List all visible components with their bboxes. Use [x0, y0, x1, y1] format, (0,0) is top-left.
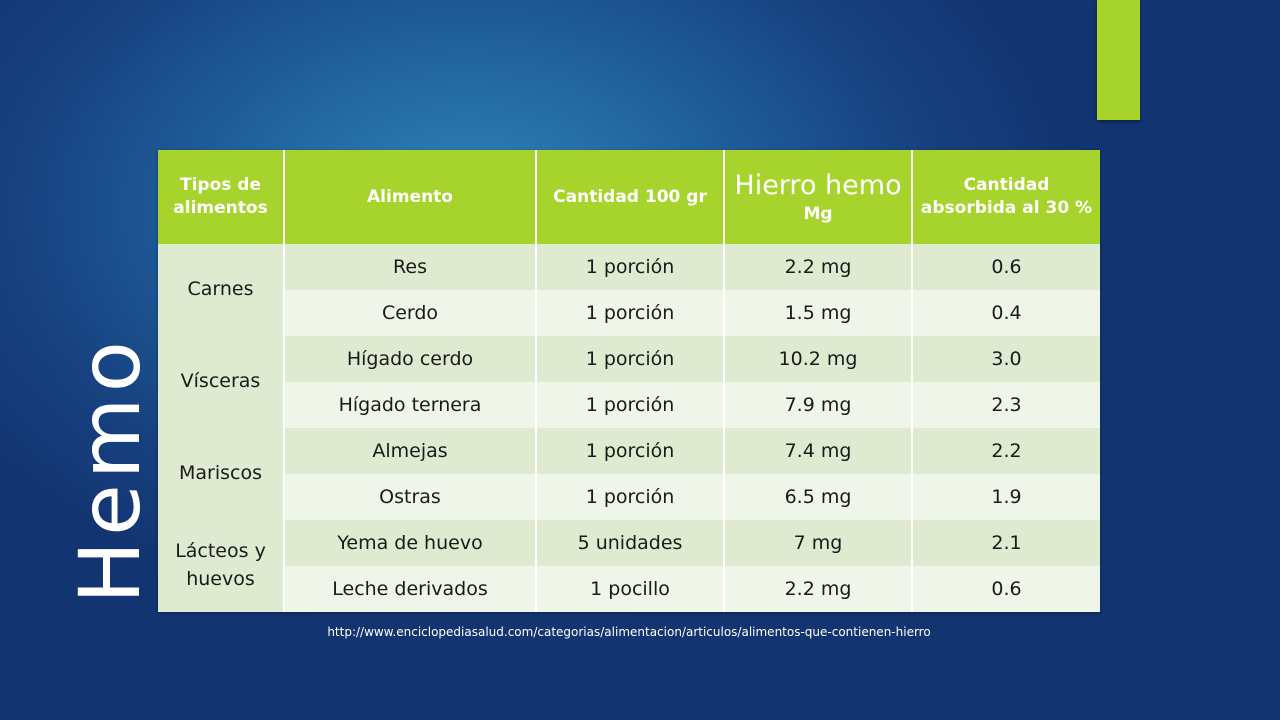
header-alimento: Alimento — [284, 150, 537, 244]
cell-hierro: 1.5 mg — [724, 290, 913, 336]
table-row: Vísceras Hígado cerdo 1 porción 10.2 mg … — [158, 336, 1100, 428]
group-cell: Carnes — [158, 244, 285, 336]
cell-cantidad: 1 pocillo — [536, 566, 725, 612]
cell-absorbida: 0.6 — [912, 566, 1100, 612]
header-absorbida: Cantidad absorbida al 30 % — [912, 150, 1100, 244]
header-cantidad: Cantidad 100 gr — [536, 150, 725, 244]
cell-alimento: Cerdo — [284, 290, 537, 336]
cell-absorbida: 2.1 — [912, 520, 1100, 566]
cell-hierro: 6.5 mg — [724, 474, 913, 520]
cell-absorbida: 0.4 — [912, 290, 1100, 336]
cell-absorbida: 3.0 — [912, 336, 1100, 382]
cell-alimento: Almejas — [284, 428, 537, 474]
table-row: Leche derivados 1 pocillo 2.2 mg 0.6 — [158, 566, 1100, 612]
cell-alimento: Leche derivados — [284, 566, 537, 612]
cell-hierro: 7 mg — [724, 520, 913, 566]
table-row: Ostras 1 porción 6.5 mg 1.9 — [158, 474, 1100, 520]
header-hierro-label: Hierro hemo — [734, 169, 902, 201]
cell-absorbida: 2.2 — [912, 428, 1100, 474]
cell-cantidad: 5 unidades — [536, 520, 725, 566]
cell-alimento: Ostras — [284, 474, 537, 520]
cell-absorbida: 2.3 — [912, 382, 1100, 428]
cell-alimento: Hígado ternera — [284, 382, 537, 428]
table-row: Mariscos Almejas 1 porción 7.4 mg 2.2 — [158, 428, 1100, 520]
cell-alimento: Yema de huevo — [284, 520, 537, 566]
cell-alimento: Res — [284, 244, 537, 290]
header-hierro-unit: Mg — [803, 204, 833, 225]
cell-alimento: Hígado cerdo — [284, 336, 537, 382]
slide-title: Hemo — [61, 335, 159, 605]
cell-absorbida: 1.9 — [912, 474, 1100, 520]
cell-cantidad: 1 porción — [536, 290, 725, 336]
table-row: Carnes Res 1 porción 2.2 mg 0.6 — [158, 244, 1100, 336]
header-hierro: Hierro hemo Mg — [724, 150, 913, 244]
source-link[interactable]: http://www.enciclopediasalud.com/categor… — [327, 625, 931, 639]
accent-bar — [1097, 0, 1140, 120]
cell-hierro: 2.2 mg — [724, 244, 913, 290]
cell-hierro: 7.4 mg — [724, 428, 913, 474]
cell-cantidad: 1 porción — [536, 244, 725, 290]
cell-absorbida: 0.6 — [912, 244, 1100, 290]
group-cell: Vísceras — [158, 336, 285, 428]
cell-cantidad: 1 porción — [536, 474, 725, 520]
table-row: Cerdo 1 porción 1.5 mg 0.4 — [158, 290, 1100, 336]
table-row: Hígado ternera 1 porción 7.9 mg 2.3 — [158, 382, 1100, 428]
cell-hierro: 10.2 mg — [724, 336, 913, 382]
cell-cantidad: 1 porción — [536, 428, 725, 474]
table-row: Lácteos y huevos Yema de huevo 5 unidade… — [158, 520, 1100, 612]
header-tipos: Tipos de alimentos — [158, 150, 285, 244]
group-cell: Mariscos — [158, 428, 285, 520]
cell-cantidad: 1 porción — [536, 382, 725, 428]
group-cell: Lácteos y huevos — [158, 520, 285, 612]
cell-hierro: 7.9 mg — [724, 382, 913, 428]
iron-table: Tipos de alimentos Alimento Cantidad 100… — [158, 150, 1100, 612]
table-header-row: Tipos de alimentos Alimento Cantidad 100… — [158, 150, 1100, 244]
cell-hierro: 2.2 mg — [724, 566, 913, 612]
cell-cantidad: 1 porción — [536, 336, 725, 382]
